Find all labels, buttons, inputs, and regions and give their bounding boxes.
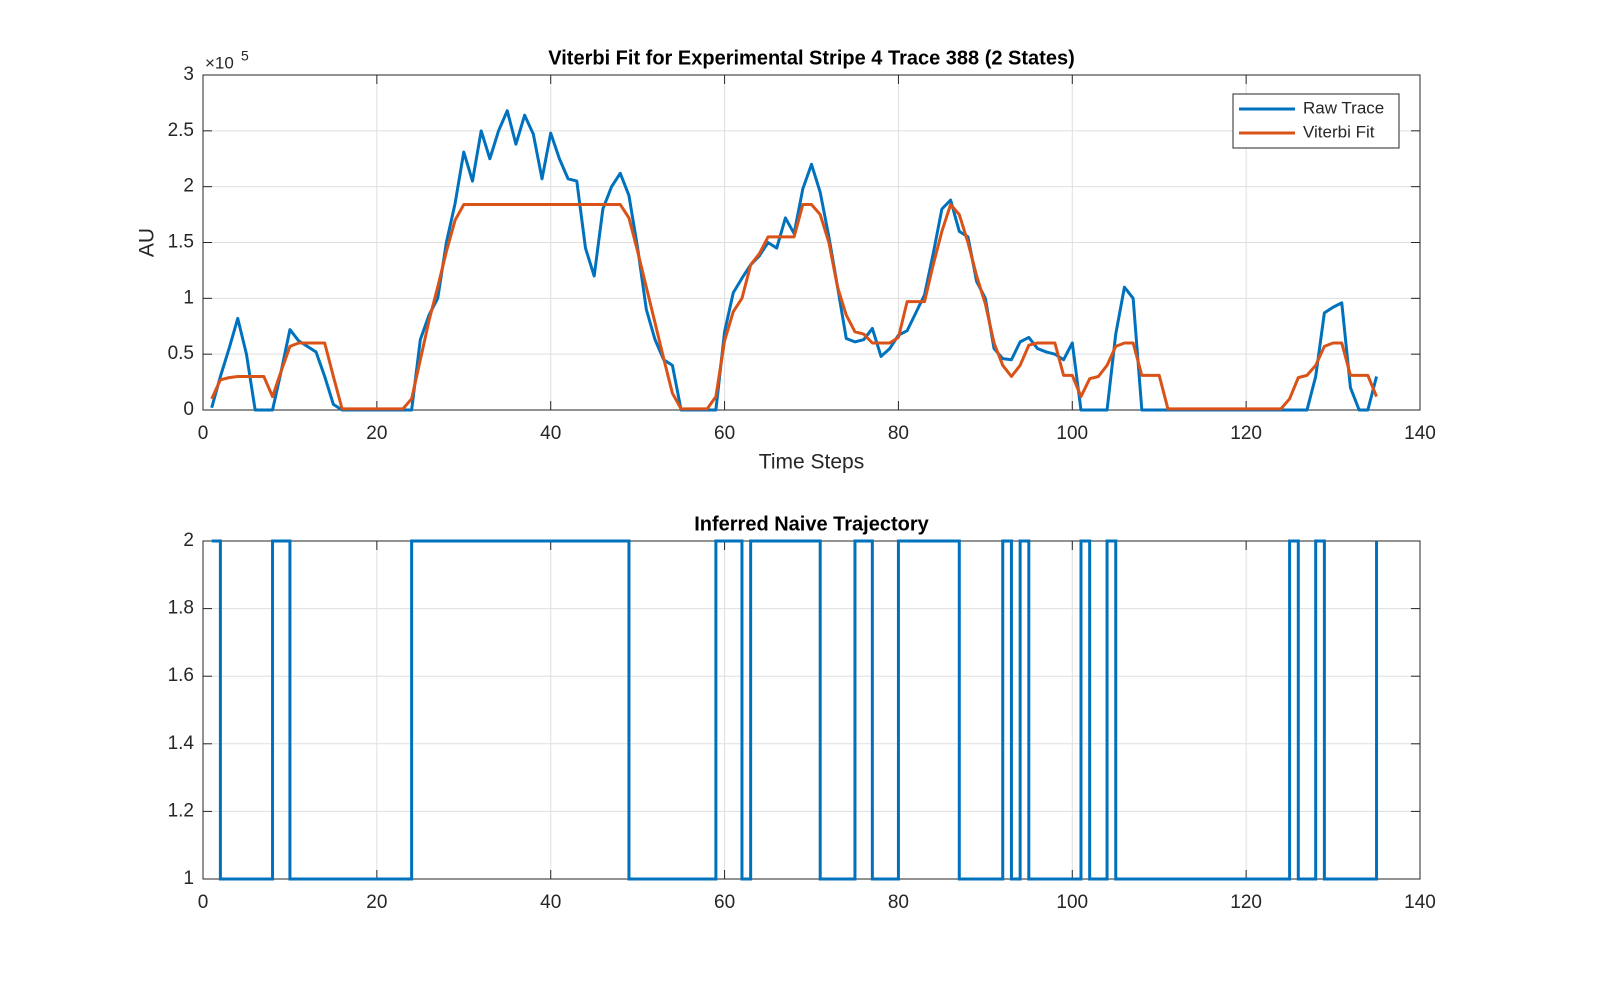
x-tick-label: 120: [1230, 423, 1262, 444]
legend-label: Raw Trace: [1303, 98, 1384, 117]
y-tick-label: 1.2: [168, 800, 194, 821]
x-axis-label: Time Steps: [759, 451, 864, 474]
x-tick-label: 80: [888, 892, 909, 913]
x-tick-label: 120: [1230, 892, 1262, 913]
y-tick-label: 0.5: [168, 343, 194, 364]
x-tick-label: 20: [366, 423, 387, 444]
x-tick-label: 140: [1404, 423, 1436, 444]
data-line: [211, 539, 1379, 881]
y-tick-label: 2: [183, 530, 194, 551]
x-tick-label: 140: [1404, 892, 1436, 913]
y-tick-label: 3: [183, 64, 194, 85]
y-tick-label: 2: [183, 176, 194, 197]
y-tick-label: 1.8: [168, 598, 194, 619]
x-tick-label: 40: [540, 892, 561, 913]
y-axis-label: AU: [136, 228, 159, 257]
legend-label: Viterbi Fit: [1303, 122, 1375, 141]
y-multiplier: ×10: [205, 53, 234, 72]
y-tick-label: 2.5: [168, 120, 194, 141]
x-tick-label: 100: [1056, 423, 1088, 444]
x-tick-label: 80: [888, 423, 909, 444]
x-tick-label: 60: [714, 423, 735, 444]
axes-box: [202, 74, 1421, 411]
x-tick-label: 40: [540, 423, 561, 444]
y-tick-label: 1.4: [168, 733, 195, 754]
y-tick-label: 1: [183, 287, 194, 308]
chart-title: Inferred Naive Trajectory: [694, 513, 929, 535]
axes-background: [203, 541, 1420, 879]
x-tick-label: 0: [198, 423, 209, 444]
y-tick-label: 1.5: [168, 232, 194, 253]
x-tick-label: 60: [714, 892, 735, 913]
y-tick-label: 1: [183, 868, 194, 889]
legend-box: [1232, 93, 1400, 149]
y-tick-label: 1.6: [168, 665, 194, 686]
data-line: [210, 203, 1378, 411]
x-tick-label: 100: [1056, 892, 1088, 913]
x-tick-label: 20: [366, 892, 387, 913]
chart-title: Viterbi Fit for Experimental Stripe 4 Tr…: [548, 47, 1075, 69]
y-tick-label: 0: [183, 399, 194, 420]
x-tick-label: 0: [198, 892, 209, 913]
y-multiplier-exponent: 5: [241, 48, 249, 64]
